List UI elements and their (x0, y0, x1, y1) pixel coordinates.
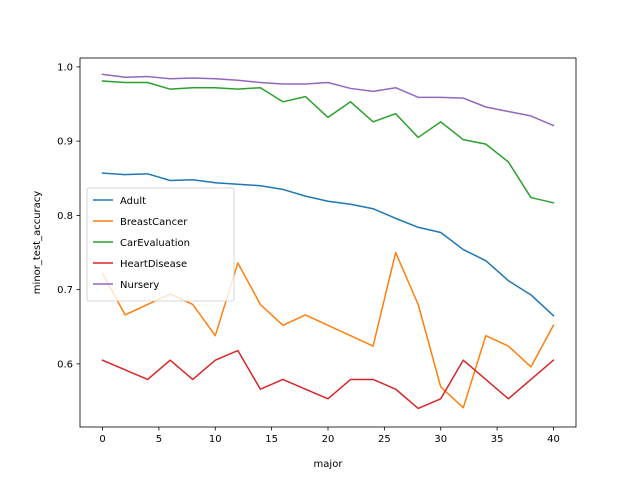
x-axis-label: major (314, 459, 344, 470)
x-tick-label: 30 (434, 434, 447, 445)
legend-label-heartdisease: HeartDisease (120, 259, 187, 270)
x-tick-label: 0 (99, 434, 105, 445)
y-tick-label: 0.8 (57, 211, 73, 222)
legend-label-breastcancer: BreastCancer (120, 217, 188, 228)
y-tick-label: 0.9 (57, 137, 73, 148)
x-tick-label: 35 (491, 434, 504, 445)
y-tick-label: 0.6 (57, 359, 73, 370)
legend: Adult BreastCancer CarEvaluation HeartDisea… (87, 188, 234, 301)
legend-label-carevaluation: CarEvaluation (120, 238, 190, 249)
x-tick-label: 15 (265, 434, 278, 445)
x-tick-label: 10 (209, 434, 222, 445)
legend-label-adult: Adult (120, 196, 146, 207)
legend-label-nursery: Nursery (120, 280, 159, 291)
x-tick-label: 20 (322, 434, 335, 445)
x-tick-label: 40 (547, 434, 560, 445)
x-tick-label: 5 (156, 434, 162, 445)
y-axis-label: minor_test_accuracy (32, 191, 43, 294)
y-tick-label: 1.0 (57, 62, 73, 73)
x-tick-label: 25 (378, 434, 391, 445)
y-tick-label: 0.7 (57, 285, 73, 296)
